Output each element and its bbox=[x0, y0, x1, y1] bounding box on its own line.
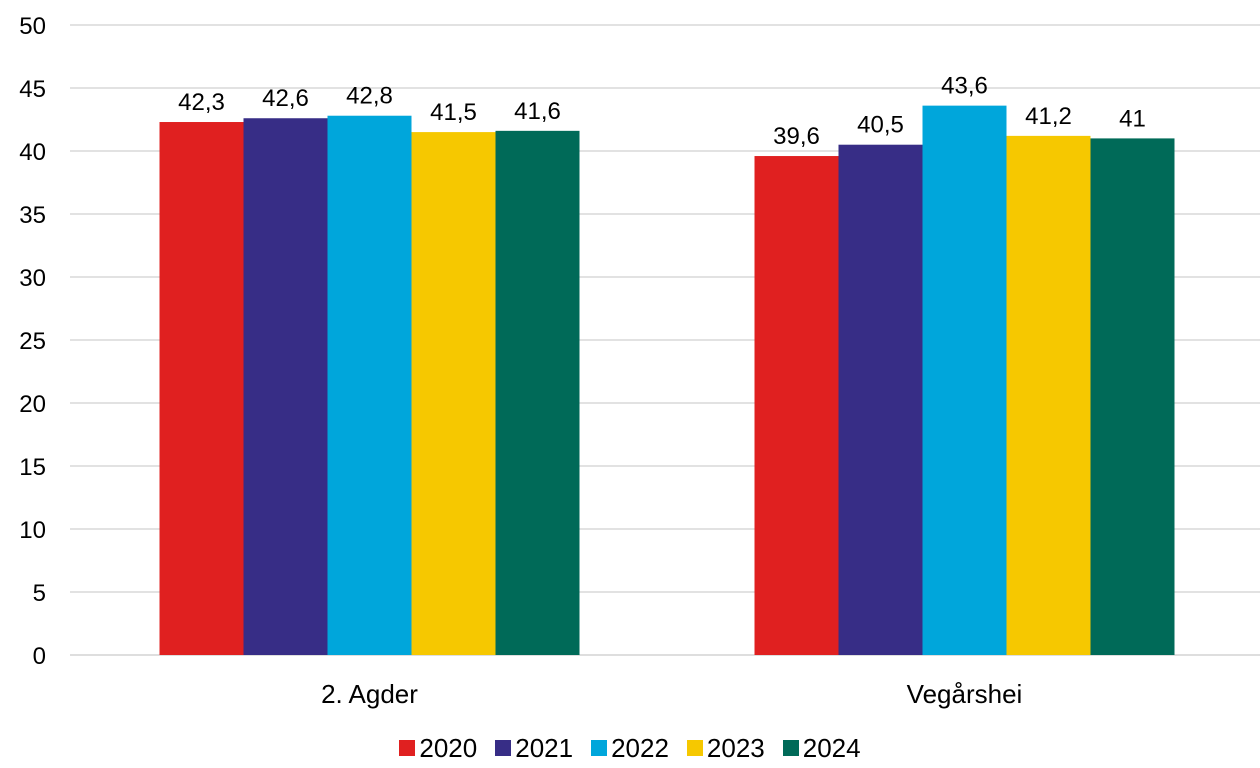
data-label: 42,8 bbox=[346, 83, 393, 110]
legend-item-2024: 2024 bbox=[782, 732, 861, 764]
legend-label: 2022 bbox=[611, 732, 669, 763]
y-tick-label: 25 bbox=[19, 328, 46, 355]
legend-label: 2023 bbox=[706, 732, 765, 763]
data-label: 42,3 bbox=[178, 89, 225, 116]
legend-label: 2024 bbox=[802, 732, 861, 763]
data-label: 39,6 bbox=[773, 123, 820, 150]
bars bbox=[159, 105, 1175, 656]
legend-item-2021: 2021 bbox=[495, 733, 573, 764]
y-tick-label: 50 bbox=[19, 13, 46, 40]
legend-item-2020: 2020 bbox=[399, 733, 477, 764]
data-label: 40,5 bbox=[857, 112, 904, 139]
legend-label: 2020 bbox=[419, 732, 478, 763]
legend-swatch bbox=[399, 740, 416, 756]
bar-2020-agder bbox=[159, 122, 244, 655]
y-tick-label: 0 bbox=[33, 643, 46, 670]
data-label: 42,6 bbox=[262, 85, 309, 112]
data-label: 43,6 bbox=[941, 73, 988, 100]
y-tick-label: 15 bbox=[19, 454, 46, 481]
bar-2021-vegarshei bbox=[838, 144, 923, 655]
data-labels: 42,3 42,6 42,8 41,5 41,6 39,6 40,5 43,6 41,2 41 bbox=[178, 73, 1146, 150]
bar-2022-agder bbox=[327, 115, 412, 656]
y-tick-label: 5 bbox=[33, 580, 46, 607]
bar-2023-vegarshei bbox=[1006, 135, 1091, 655]
x-category-label: Vegårshei bbox=[907, 679, 1023, 709]
y-tick-label: 20 bbox=[19, 391, 46, 418]
data-label: 41 bbox=[1119, 105, 1146, 132]
x-category-label: 2. Agder bbox=[321, 679, 418, 709]
y-axis-ticks: 0 5 10 15 20 25 30 35 40 45 50 bbox=[19, 13, 46, 670]
data-label: 41,5 bbox=[430, 99, 477, 126]
bar-2023-agder bbox=[411, 132, 496, 656]
legend-item-2023: 2023 bbox=[686, 732, 765, 764]
x-axis-categories: 2. Agder Vegårshei bbox=[321, 679, 1022, 709]
legend-label: 2021 bbox=[515, 732, 574, 763]
y-tick-label: 40 bbox=[19, 139, 46, 166]
legend-swatch bbox=[495, 740, 512, 756]
y-tick-label: 45 bbox=[19, 76, 46, 103]
y-tick-label: 35 bbox=[19, 202, 46, 229]
data-label: 41,6 bbox=[514, 98, 561, 125]
data-label: 41,2 bbox=[1025, 103, 1072, 130]
y-tick-label: 10 bbox=[19, 517, 46, 544]
legend-swatch bbox=[782, 740, 799, 756]
bar-2022-vegarshei bbox=[922, 105, 1007, 655]
y-tick-label: 30 bbox=[19, 265, 46, 292]
legend: 2020 2021 2022 2023 2024 bbox=[0, 728, 1260, 768]
bar-2020-vegarshei bbox=[754, 156, 839, 656]
bar-2021-agder bbox=[243, 118, 328, 656]
bar-2024-vegarshei bbox=[1090, 138, 1175, 655]
bar-2024-agder bbox=[495, 130, 580, 656]
legend-swatch bbox=[686, 740, 703, 756]
legend-swatch bbox=[591, 740, 608, 756]
legend-item-2022: 2022 bbox=[591, 733, 669, 764]
